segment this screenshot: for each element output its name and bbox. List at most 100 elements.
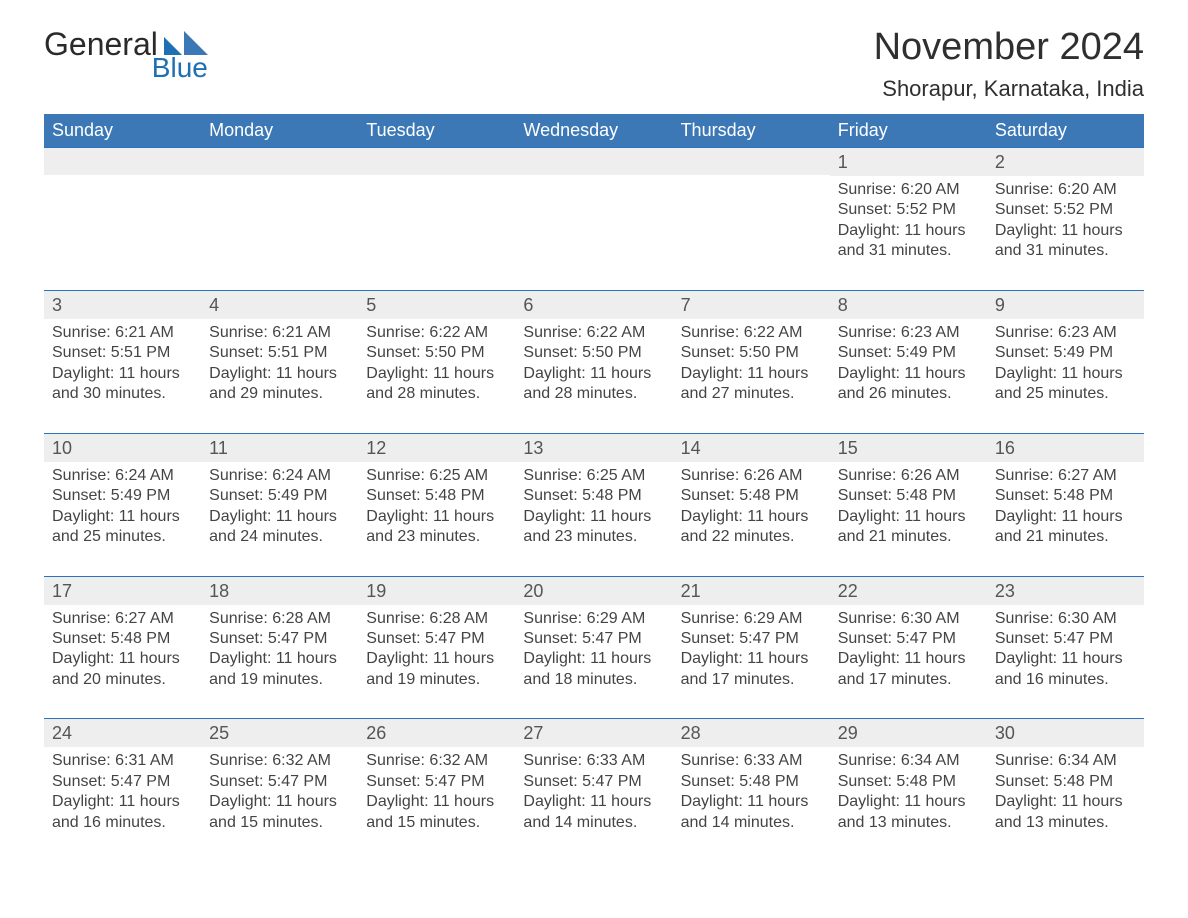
- daylight-line-label: Daylight: [838, 222, 896, 239]
- calendar-day: 17Sunrise: 6:27 AMSunset: 5:48 PMDayligh…: [44, 576, 201, 719]
- sunrise-line-value: 6:22 AM: [587, 324, 646, 341]
- calendar-week: 1Sunrise: 6:20 AMSunset: 5:52 PMDaylight…: [44, 147, 1144, 290]
- sunrise-line: Sunrise: 6:26 AM: [681, 466, 822, 486]
- sunset-line-label: Sunset: [366, 773, 416, 790]
- daylight-line: Daylight: 11 hours and 16 minutes.: [995, 649, 1136, 690]
- daylight-line: Daylight: 11 hours and 15 minutes.: [209, 792, 350, 833]
- calendar-day: 11Sunrise: 6:24 AMSunset: 5:49 PMDayligh…: [201, 433, 358, 576]
- day-details: Sunrise: 6:25 AMSunset: 5:48 PMDaylight:…: [515, 462, 672, 548]
- day-number: 5: [358, 291, 515, 319]
- day-details: Sunrise: 6:22 AMSunset: 5:50 PMDaylight:…: [515, 319, 672, 405]
- sunset-line-label: Sunset: [523, 344, 573, 361]
- day-number: 20: [515, 577, 672, 605]
- daylight-line: Daylight: 11 hours and 19 minutes.: [209, 649, 350, 690]
- calendar-day: 1Sunrise: 6:20 AMSunset: 5:52 PMDaylight…: [830, 147, 987, 290]
- calendar-week: 17Sunrise: 6:27 AMSunset: 5:48 PMDayligh…: [44, 576, 1144, 719]
- sunset-line: Sunset: 5:47 PM: [681, 629, 822, 649]
- sunrise-line-label: Sunrise: [366, 752, 420, 769]
- sunrise-line-value: 6:29 AM: [744, 610, 803, 627]
- sunset-line: Sunset: 5:47 PM: [523, 772, 664, 792]
- sunset-line-label: Sunset: [838, 773, 888, 790]
- sunrise-line: Sunrise: 6:32 AM: [209, 751, 350, 771]
- daylight-line-label: Daylight: [995, 508, 1053, 525]
- day-number: 2: [987, 148, 1144, 176]
- sunrise-line-label: Sunrise: [995, 610, 1049, 627]
- sunrise-line: Sunrise: 6:22 AM: [681, 323, 822, 343]
- daylight-line: Daylight: 11 hours and 19 minutes.: [366, 649, 507, 690]
- daylight-line: Daylight: 11 hours and 20 minutes.: [52, 649, 193, 690]
- day-details: Sunrise: 6:25 AMSunset: 5:48 PMDaylight:…: [358, 462, 515, 548]
- day-details: Sunrise: 6:32 AMSunset: 5:47 PMDaylight:…: [358, 747, 515, 833]
- sunrise-line: Sunrise: 6:30 AM: [995, 609, 1136, 629]
- empty-band: [44, 148, 201, 175]
- sunset-line: Sunset: 5:47 PM: [52, 772, 193, 792]
- daylight-line-label: Daylight: [995, 222, 1053, 239]
- daylight-line: Daylight: 11 hours and 30 minutes.: [52, 364, 193, 405]
- sunrise-line-value: 6:33 AM: [587, 752, 646, 769]
- sunrise-line: Sunrise: 6:30 AM: [838, 609, 979, 629]
- day-number: 12: [358, 434, 515, 462]
- daylight-line: Daylight: 11 hours and 13 minutes.: [995, 792, 1136, 833]
- sunset-line: Sunset: 5:48 PM: [681, 772, 822, 792]
- sunset-line-label: Sunset: [995, 201, 1045, 218]
- daylight-line-label: Daylight: [366, 650, 424, 667]
- daylight-line: Daylight: 11 hours and 27 minutes.: [681, 364, 822, 405]
- day-number: 27: [515, 719, 672, 747]
- sunrise-line: Sunrise: 6:27 AM: [995, 466, 1136, 486]
- sunset-line-value: 5:48 PM: [111, 630, 171, 647]
- sunrise-line-label: Sunrise: [209, 610, 263, 627]
- day-number: 21: [673, 577, 830, 605]
- sunset-line-label: Sunset: [52, 630, 102, 647]
- day-details: Sunrise: 6:21 AMSunset: 5:51 PMDaylight:…: [44, 319, 201, 405]
- sunset-line-value: 5:47 PM: [425, 630, 485, 647]
- daylight-line: Daylight: 11 hours and 17 minutes.: [838, 649, 979, 690]
- daylight-line-label: Daylight: [681, 508, 739, 525]
- day-details: Sunrise: 6:29 AMSunset: 5:47 PMDaylight:…: [515, 605, 672, 691]
- sunrise-line-label: Sunrise: [995, 467, 1049, 484]
- sunset-line: Sunset: 5:47 PM: [209, 629, 350, 649]
- location-subtitle: Shorapur, Karnataka, India: [874, 76, 1144, 102]
- daylight-line-label: Daylight: [838, 650, 896, 667]
- day-number: 6: [515, 291, 672, 319]
- sunrise-line-value: 6:22 AM: [429, 324, 488, 341]
- daylight-line: Daylight: 11 hours and 14 minutes.: [523, 792, 664, 833]
- sunrise-line-value: 6:27 AM: [115, 610, 174, 627]
- sunset-line-label: Sunset: [681, 630, 731, 647]
- day-number: 25: [201, 719, 358, 747]
- sunrise-line: Sunrise: 6:24 AM: [209, 466, 350, 486]
- sunrise-line-value: 6:25 AM: [587, 467, 646, 484]
- sunrise-line: Sunrise: 6:32 AM: [366, 751, 507, 771]
- sunrise-line-label: Sunrise: [209, 752, 263, 769]
- sunset-line-value: 5:48 PM: [739, 487, 799, 504]
- sunrise-line: Sunrise: 6:21 AM: [209, 323, 350, 343]
- sunset-line: Sunset: 5:49 PM: [838, 343, 979, 363]
- day-details: Sunrise: 6:26 AMSunset: 5:48 PMDaylight:…: [673, 462, 830, 548]
- daylight-line: Daylight: 11 hours and 23 minutes.: [366, 507, 507, 548]
- calendar-day: 5Sunrise: 6:22 AMSunset: 5:50 PMDaylight…: [358, 290, 515, 433]
- sunset-line-label: Sunset: [52, 487, 102, 504]
- daylight-line-label: Daylight: [523, 793, 581, 810]
- sunset-line-value: 5:47 PM: [739, 630, 799, 647]
- sunrise-line-label: Sunrise: [838, 752, 892, 769]
- daylight-line: Daylight: 11 hours and 15 minutes.: [366, 792, 507, 833]
- sunset-line: Sunset: 5:48 PM: [523, 486, 664, 506]
- sunset-line: Sunset: 5:47 PM: [523, 629, 664, 649]
- day-details: Sunrise: 6:33 AMSunset: 5:48 PMDaylight:…: [673, 747, 830, 833]
- daylight-line: Daylight: 11 hours and 24 minutes.: [209, 507, 350, 548]
- daylight-line-label: Daylight: [995, 793, 1053, 810]
- sunset-line: Sunset: 5:49 PM: [209, 486, 350, 506]
- calendar-day: 24Sunrise: 6:31 AMSunset: 5:47 PMDayligh…: [44, 719, 201, 861]
- day-header: Wednesday: [515, 114, 672, 148]
- sunrise-line: Sunrise: 6:25 AM: [523, 466, 664, 486]
- daylight-line: Daylight: 11 hours and 31 minutes.: [995, 221, 1136, 262]
- calendar-day: 9Sunrise: 6:23 AMSunset: 5:49 PMDaylight…: [987, 290, 1144, 433]
- calendar-day-empty: [358, 147, 515, 290]
- day-details: Sunrise: 6:30 AMSunset: 5:47 PMDaylight:…: [987, 605, 1144, 691]
- sunset-line-label: Sunset: [209, 344, 259, 361]
- calendar-week: 10Sunrise: 6:24 AMSunset: 5:49 PMDayligh…: [44, 433, 1144, 576]
- sunset-line: Sunset: 5:49 PM: [52, 486, 193, 506]
- sunrise-line: Sunrise: 6:28 AM: [209, 609, 350, 629]
- sunrise-line-label: Sunrise: [838, 324, 892, 341]
- calendar-day: 3Sunrise: 6:21 AMSunset: 5:51 PMDaylight…: [44, 290, 201, 433]
- sunrise-line-value: 6:29 AM: [587, 610, 646, 627]
